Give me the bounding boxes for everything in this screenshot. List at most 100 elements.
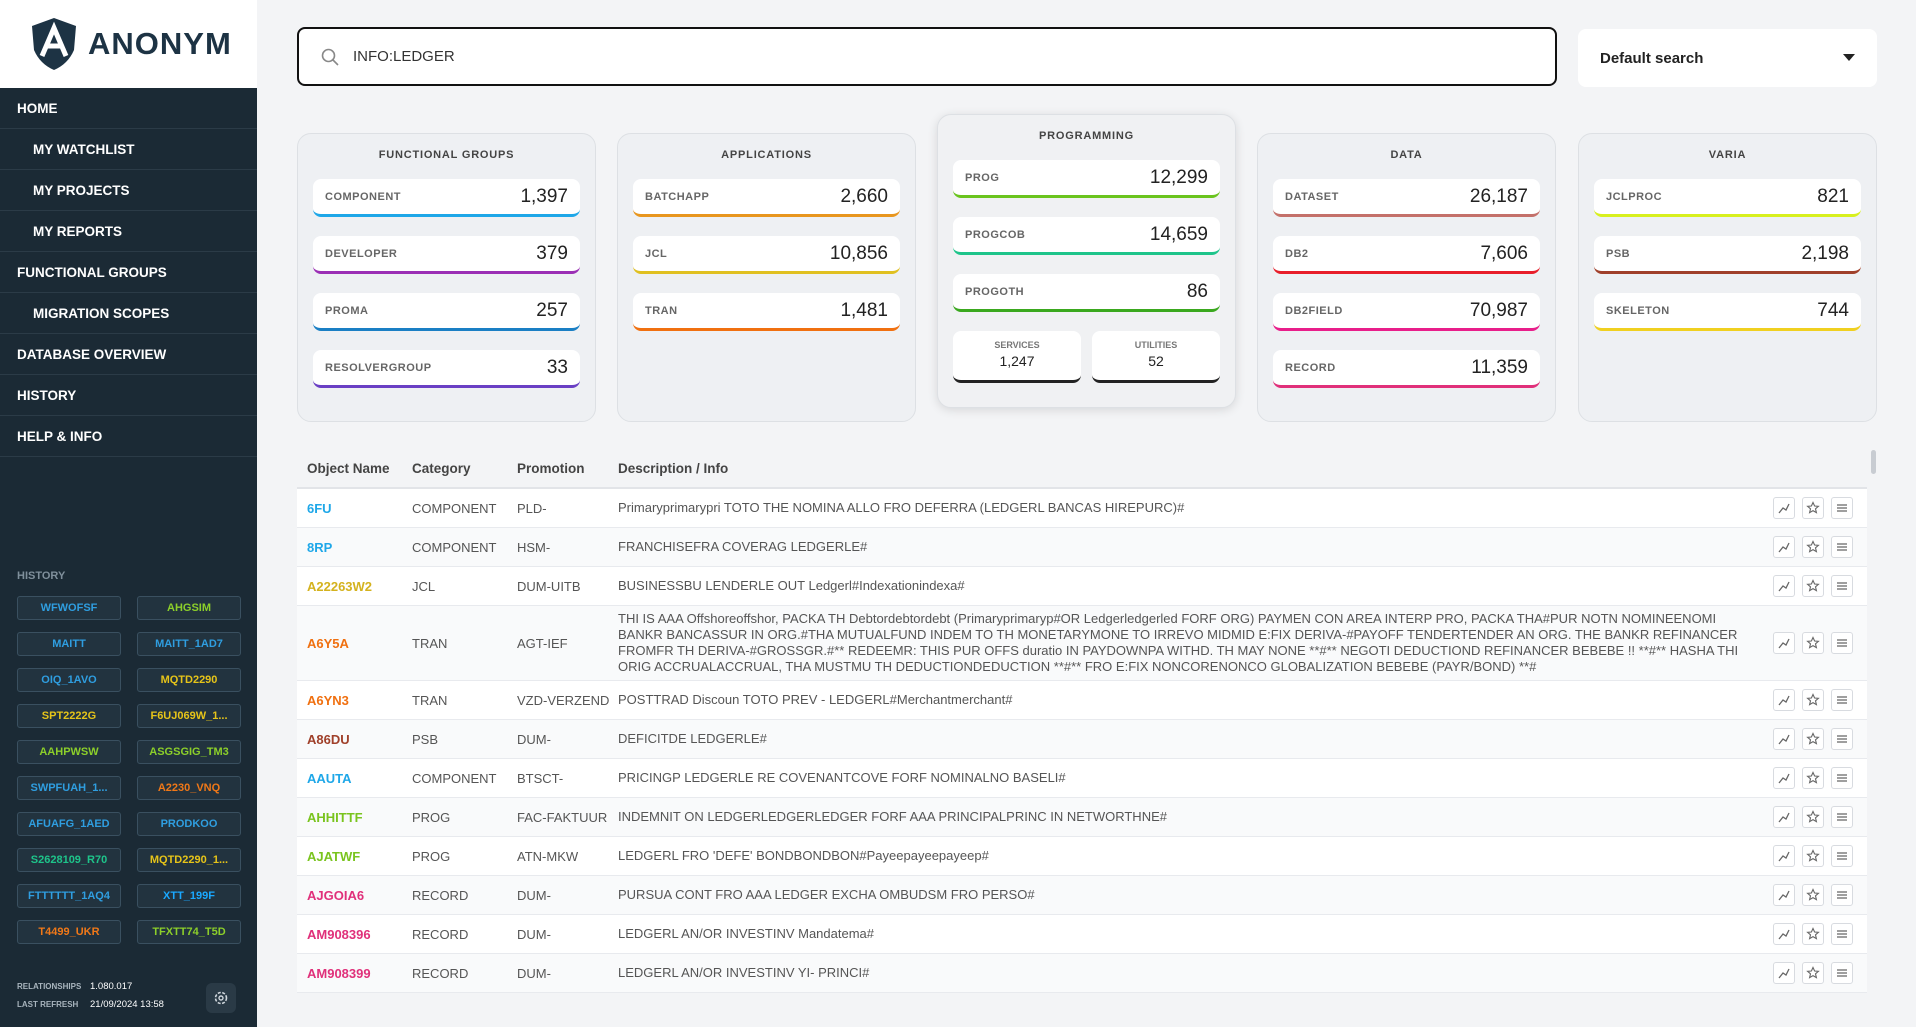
stat-extra[interactable]: SERVICES 1,247 xyxy=(953,331,1081,383)
table-row[interactable]: AM908396 RECORD DUM- LEDGERL AN/OR INVESTIN… xyxy=(297,915,1867,954)
object-name[interactable]: AJGOIA6 xyxy=(307,887,365,903)
graph-button[interactable] xyxy=(1773,689,1795,711)
object-name[interactable]: A6Y5A xyxy=(307,635,349,651)
history-chip[interactable]: MQTD2290 xyxy=(137,668,241,692)
nav-subitem[interactable]: MIGRATION SCOPES xyxy=(0,293,257,334)
settings-button[interactable] xyxy=(206,983,236,1013)
object-name[interactable]: AHHITTF xyxy=(307,809,363,825)
table-row[interactable]: AJATWF PROG ATN-MKW LEDGERL FRO 'DEFE' BOND… xyxy=(297,837,1867,876)
object-name[interactable]: A22263W2 xyxy=(307,578,373,594)
object-name[interactable]: A86DU xyxy=(307,731,350,747)
history-chip[interactable]: SWPFUAH_1... xyxy=(17,776,121,800)
graph-button[interactable] xyxy=(1773,845,1795,867)
nav-item[interactable]: FUNCTIONAL GROUPS xyxy=(0,252,257,293)
scrollbar[interactable] xyxy=(1871,450,1876,474)
column-header[interactable]: Object Name xyxy=(307,461,390,476)
stat-item[interactable]: TRAN 1,481 xyxy=(633,293,900,331)
watch-button[interactable] xyxy=(1802,767,1824,789)
graph-button[interactable] xyxy=(1773,728,1795,750)
watch-button[interactable] xyxy=(1802,806,1824,828)
history-chip[interactable]: A2230_VNQ xyxy=(137,776,241,800)
stat-item[interactable]: BATCHAPP 2,660 xyxy=(633,179,900,217)
watch-button[interactable] xyxy=(1802,884,1824,906)
history-chip[interactable]: MAITT xyxy=(17,632,121,656)
stat-item[interactable]: JCLPROC 821 xyxy=(1594,179,1861,217)
watch-button[interactable] xyxy=(1802,497,1824,519)
stat-extra[interactable]: UTILITIES 52 xyxy=(1092,331,1220,383)
table-row[interactable]: AJGOIA6 RECORD DUM- PURSUA CONT FRO AAA LED… xyxy=(297,876,1867,915)
object-name[interactable]: AJATWF xyxy=(307,848,361,864)
search-box[interactable]: INFO:LEDGER xyxy=(297,27,1557,86)
details-button[interactable] xyxy=(1831,689,1853,711)
watch-button[interactable] xyxy=(1802,632,1824,654)
nav-subitem[interactable]: MY WATCHLIST xyxy=(0,129,257,170)
watch-button[interactable] xyxy=(1802,575,1824,597)
stat-item[interactable]: PROMA 257 xyxy=(313,293,580,331)
history-chip[interactable]: F6UJ069W_1... xyxy=(137,704,241,728)
history-chip[interactable]: AAHPWSW xyxy=(17,740,121,764)
table-row[interactable]: 8RP COMPONENT HSM- FRANCHISEFRA COVERAG LED… xyxy=(297,528,1867,567)
details-button[interactable] xyxy=(1831,575,1853,597)
history-chip[interactable]: S2628109_R70 xyxy=(17,848,121,872)
stat-item[interactable]: PROGCOB 14,659 xyxy=(953,217,1220,255)
history-chip[interactable]: PRODKOO xyxy=(137,812,241,836)
graph-button[interactable] xyxy=(1773,767,1795,789)
details-button[interactable] xyxy=(1831,806,1853,828)
watch-button[interactable] xyxy=(1802,689,1824,711)
details-button[interactable] xyxy=(1831,632,1853,654)
graph-button[interactable] xyxy=(1773,632,1795,654)
stat-item[interactable]: PROGOTH 86 xyxy=(953,274,1220,312)
nav-item[interactable]: HELP & INFO xyxy=(0,416,257,457)
watch-button[interactable] xyxy=(1802,845,1824,867)
stat-item[interactable]: PSB 2,198 xyxy=(1594,236,1861,274)
history-chip[interactable]: XTT_199F xyxy=(137,884,241,908)
details-button[interactable] xyxy=(1831,845,1853,867)
search-mode[interactable]: Default search xyxy=(1578,29,1877,87)
graph-button[interactable] xyxy=(1773,536,1795,558)
logo[interactable]: ANONYM xyxy=(0,0,257,88)
history-chip[interactable]: T4499_UKR xyxy=(17,920,121,944)
nav-item[interactable]: HISTORY xyxy=(0,375,257,416)
history-chip[interactable]: SPT2222G xyxy=(17,704,121,728)
details-button[interactable] xyxy=(1831,884,1853,906)
nav-item[interactable]: DATABASE OVERVIEW xyxy=(0,334,257,375)
history-chip[interactable]: AHGSIM xyxy=(137,596,241,620)
column-header[interactable]: Category xyxy=(412,461,471,476)
watch-button[interactable] xyxy=(1802,728,1824,750)
stat-item[interactable]: PROG 12,299 xyxy=(953,160,1220,198)
object-name[interactable]: AAUTA xyxy=(307,770,352,786)
watch-button[interactable] xyxy=(1802,536,1824,558)
nav-item[interactable]: HOME xyxy=(0,88,257,129)
graph-button[interactable] xyxy=(1773,962,1795,984)
history-chip[interactable]: MQTD2290_1... xyxy=(137,848,241,872)
nav-subitem[interactable]: MY PROJECTS xyxy=(0,170,257,211)
watch-button[interactable] xyxy=(1802,962,1824,984)
table-row[interactable]: A6YN3 TRAN VZD-VERZEND POSTTRAD Discoun TOT… xyxy=(297,681,1867,720)
graph-button[interactable] xyxy=(1773,806,1795,828)
stat-item[interactable]: DB2 7,606 xyxy=(1273,236,1540,274)
nav-subitem[interactable]: MY REPORTS xyxy=(0,211,257,252)
history-chip[interactable]: ASGSGIG_TM3 xyxy=(137,740,241,764)
object-name[interactable]: AM908396 xyxy=(307,926,371,942)
table-row[interactable]: AHHITTF PROG FAC-FAKTUUR INDEMNIT ON LEDGER… xyxy=(297,798,1867,837)
stat-item[interactable]: DATASET 26,187 xyxy=(1273,179,1540,217)
graph-button[interactable] xyxy=(1773,497,1795,519)
history-chip[interactable]: WFWOFSF xyxy=(17,596,121,620)
graph-button[interactable] xyxy=(1773,575,1795,597)
object-name[interactable]: 6FU xyxy=(307,500,332,516)
details-button[interactable] xyxy=(1831,767,1853,789)
stat-item[interactable]: JCL 10,856 xyxy=(633,236,900,274)
history-chip[interactable]: FTTTTTT_1AQ4 xyxy=(17,884,121,908)
details-button[interactable] xyxy=(1831,497,1853,519)
stat-item[interactable]: SKELETON 744 xyxy=(1594,293,1861,331)
stat-item[interactable]: RECORD 11,359 xyxy=(1273,350,1540,388)
details-button[interactable] xyxy=(1831,962,1853,984)
details-button[interactable] xyxy=(1831,728,1853,750)
stat-item[interactable]: RESOLVERGROUP 33 xyxy=(313,350,580,388)
table-row[interactable]: A86DU PSB DUM- DEFICITDE LEDGERLE# xyxy=(297,720,1867,759)
history-chip[interactable]: TFXTT74_T5D xyxy=(137,920,241,944)
details-button[interactable] xyxy=(1831,923,1853,945)
object-name[interactable]: A6YN3 xyxy=(307,692,349,708)
stat-item[interactable]: DB2FIELD 70,987 xyxy=(1273,293,1540,331)
table-row[interactable]: A6Y5A TRAN AGT-IEF THI IS AAA Offshoreoffsh… xyxy=(297,606,1867,681)
